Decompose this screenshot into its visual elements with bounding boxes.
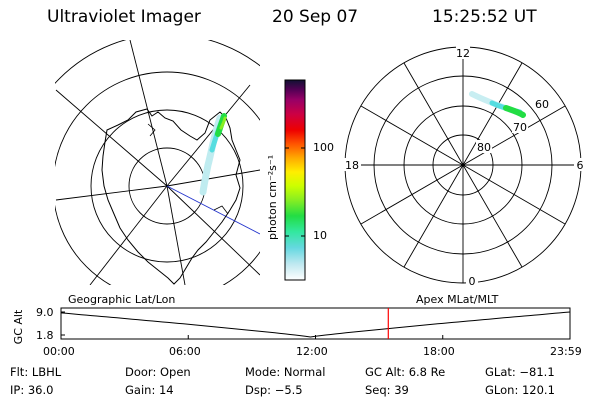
mlt-label-12: 12 [456, 47, 470, 60]
timeline-right-label: Apex MLat/MLT [416, 293, 499, 306]
date-label: 20 Sep 07 [272, 7, 359, 27]
geographic-auroral-arc [199, 113, 227, 196]
info-door: Door: Open [125, 365, 191, 379]
geographic-image [55, 40, 260, 285]
polar-auroral-arc [469, 91, 526, 118]
colorbar-unit-label: photon cm⁻²s⁻¹ [266, 155, 279, 240]
timeline-left-label: Geographic Lat/Lon [68, 293, 175, 306]
colorbar-tick-label-10: 10 [313, 229, 327, 242]
info-gc-alt: GC Alt: 6.8 Re [365, 365, 446, 379]
colorbar-tick-label-100: 100 [313, 141, 334, 154]
x-tick-0600: 06:00 [169, 345, 201, 358]
info-glon: GLon: 120.1 [485, 383, 555, 397]
x-tick-2359: 23:59 [550, 345, 582, 358]
altitude-curve [60, 311, 571, 338]
timeline-frame [60, 307, 571, 340]
mlat-label-80: 80 [477, 141, 491, 154]
x-tick-0000: 00:00 [43, 345, 75, 358]
timeline-y-axis-label: GC Alt [12, 309, 25, 344]
info-dsp: Dsp: −5.5 [245, 383, 303, 397]
info-mode: Mode: Normal [245, 365, 326, 379]
x-tick-1800: 18:00 [423, 345, 455, 358]
x-tick-1200: 12:00 [296, 345, 328, 358]
mlt-label-18: 18 [345, 159, 359, 172]
timeline-y-tick-9: 9.0 [36, 306, 54, 319]
info-ip: IP: 36.0 [10, 383, 54, 397]
mlat-label-60: 60 [535, 98, 549, 111]
polar-plot [344, 46, 582, 284]
info-glat: GLat: −81.1 [485, 365, 555, 379]
instrument-title: Ultraviolet Imager [47, 7, 201, 27]
info-seq: Seq: 39 [365, 383, 409, 397]
mlat-label-70: 70 [513, 121, 527, 134]
timeline-y-tick-1-8: 1.8 [36, 329, 54, 342]
info-filter: Flt: LBHL [10, 365, 62, 379]
info-gain: Gain: 14 [125, 383, 174, 397]
mlt-label-6: 6 [577, 159, 584, 172]
time-label: 15:25:52 UT [432, 7, 537, 27]
colorbar [284, 79, 306, 281]
timeline-x-ticks [60, 335, 571, 339]
mlt-label-0: 0 [469, 275, 476, 288]
